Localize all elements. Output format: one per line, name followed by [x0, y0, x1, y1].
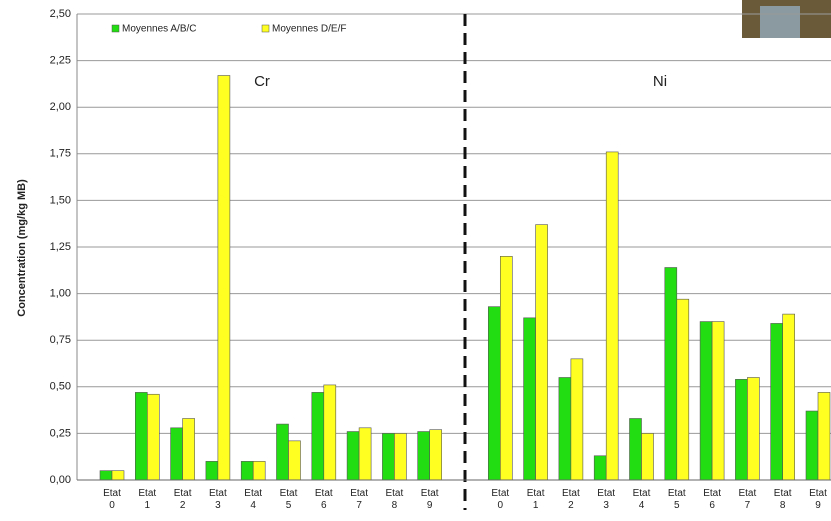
y-tick-label: 2,25	[50, 55, 71, 67]
x-tick-label: Etat 6	[703, 488, 721, 511]
x-tick-label: Etat 8	[773, 488, 792, 511]
bar	[558, 377, 572, 481]
y-tick-label: 0,50	[50, 381, 71, 393]
x-tick-label: Etat 2	[173, 488, 192, 511]
x-tick-label: Etat 3	[208, 488, 227, 511]
bar	[629, 418, 642, 481]
y-tick-label: 1,75	[50, 148, 71, 160]
x-tick-label: Etat 3	[597, 488, 616, 511]
y-tick-label: 2,00	[50, 101, 71, 113]
bar	[782, 313, 796, 481]
x-tick-label: Etat 7	[350, 488, 368, 511]
x-tick-label: Etat 8	[385, 488, 404, 511]
bar	[323, 384, 337, 481]
x-tick-label: Etat 6	[314, 488, 333, 511]
bar	[135, 392, 148, 481]
bar	[676, 298, 690, 481]
x-tick-label: Etat 2	[561, 488, 580, 511]
x-tick-label: Etat 1	[526, 488, 545, 511]
bar	[205, 461, 219, 481]
bar	[252, 461, 266, 481]
bar	[641, 433, 654, 481]
bar	[747, 377, 760, 481]
x-tick-label: Etat 4	[632, 488, 651, 511]
bar	[417, 431, 431, 481]
y-axis-label: Concentration (mg/kg MB)	[16, 179, 28, 317]
bar	[770, 323, 784, 481]
bar	[699, 321, 713, 481]
bar	[394, 433, 407, 481]
x-tick-label: Etat 0	[103, 488, 121, 511]
bar	[593, 455, 607, 481]
bar	[147, 393, 160, 481]
bar	[311, 392, 325, 481]
x-tick-label: Etat 9	[809, 488, 827, 511]
bar	[170, 427, 183, 481]
x-tick-label: Etat 7	[738, 488, 757, 511]
bar	[382, 433, 395, 481]
bar	[276, 423, 289, 481]
bar	[664, 267, 678, 481]
x-tick-label: Etat 4	[244, 488, 263, 511]
bar	[487, 306, 501, 481]
bar	[240, 461, 254, 481]
legend-swatch	[111, 24, 120, 33]
bar	[735, 379, 748, 481]
x-tick-label: Etat 5	[279, 488, 298, 511]
x-tick-label: Etat 1	[138, 488, 157, 511]
annotation: Ni	[653, 73, 667, 90]
x-tick-label: Etat 0	[491, 488, 510, 511]
bar	[817, 392, 831, 481]
x-tick-label: Etat 9	[420, 488, 439, 511]
bar	[523, 317, 536, 481]
bar	[429, 429, 443, 481]
y-tick-label: 0,25	[50, 427, 71, 439]
annotation: Cr	[254, 73, 270, 90]
bar	[217, 75, 231, 481]
bar	[570, 358, 584, 481]
bar	[805, 410, 819, 481]
y-tick-label: 1,50	[50, 194, 71, 206]
x-tick-label: Etat 5	[667, 488, 686, 511]
bar	[346, 431, 360, 481]
bar	[711, 321, 725, 481]
thumbnail-detail	[760, 6, 800, 38]
y-tick-label: 2,50	[50, 8, 71, 20]
bar	[358, 427, 372, 481]
bar	[499, 256, 513, 481]
legend-label: Moyennes A/B/C	[122, 24, 196, 35]
y-tick-label: 0,75	[50, 334, 71, 346]
bar	[111, 470, 125, 481]
bar	[182, 418, 195, 481]
bar	[99, 470, 113, 481]
legend-label: Moyennes D/E/F	[272, 24, 346, 35]
bar	[535, 224, 548, 481]
y-tick-label: 0,00	[50, 474, 71, 486]
y-tick-label: 1,00	[50, 288, 71, 300]
y-tick-label: 1,25	[50, 241, 71, 253]
bar	[605, 151, 619, 481]
bar	[288, 440, 301, 481]
legend-swatch	[261, 24, 270, 33]
